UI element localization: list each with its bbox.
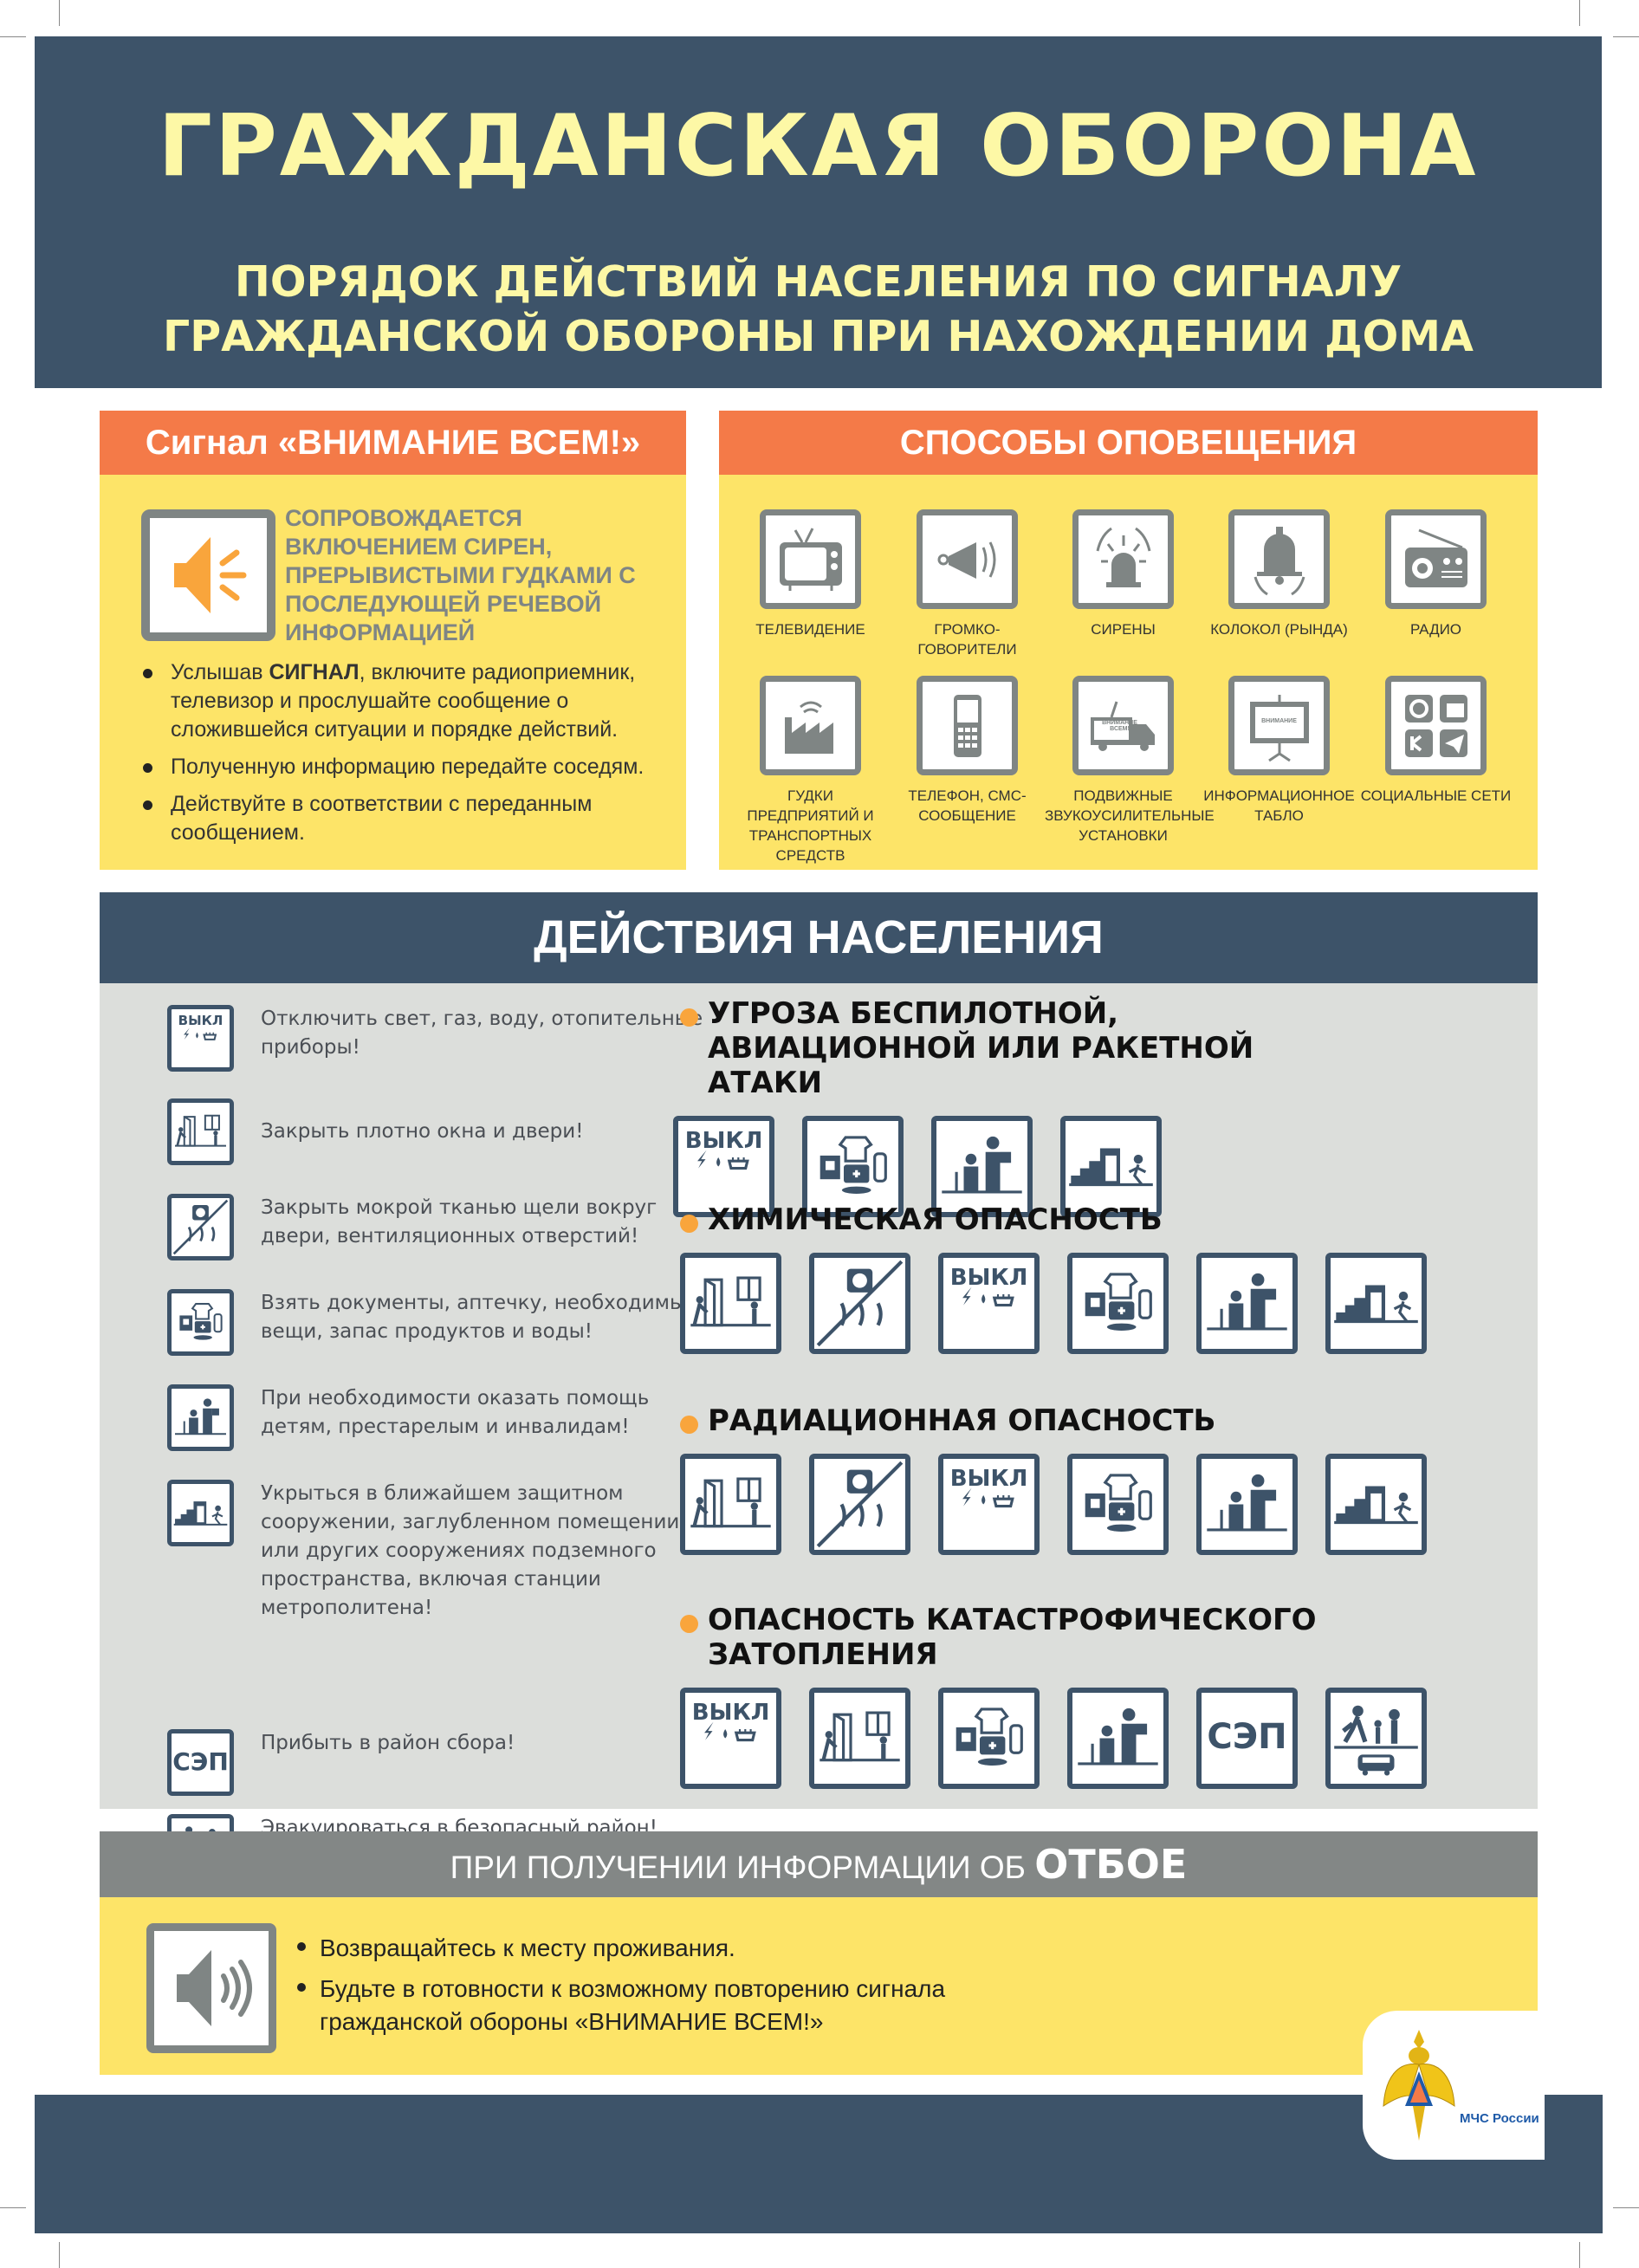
social-icon: [1385, 676, 1487, 775]
threat-section: ХИМИЧЕСКАЯ ОПАСНОСТЬ ВЫКЛ: [680, 1202, 1546, 1354]
off-icon: ВЫКЛ: [167, 1005, 234, 1072]
truck-icon: ВНИМАНИЕ ВСЕМ!: [1072, 676, 1174, 775]
list-item: Услышав СИГНАЛ, включите радиоприемник, …: [143, 658, 680, 744]
notification-method-label: Радио: [1409, 621, 1462, 638]
action-text: При необходимости оказать помощь детям, …: [261, 1387, 650, 1438]
signal-description: СОПРОВОЖДАЕТСЯ ВКЛЮЧЕНИЕМ СИРЕН, ПРЕРЫВИ…: [285, 505, 636, 645]
board-icon: ВНИМАНИЕ: [1228, 676, 1330, 775]
factory-icon: [760, 676, 861, 775]
off-icon: ВЫКЛ: [938, 1253, 1040, 1354]
notification-method: Телевидение: [732, 509, 889, 639]
action-text: Взять документы, аптечку, необходимые ве…: [261, 1292, 698, 1343]
action-text: Закрыть мокрой тканью щели вокруг двери,…: [261, 1196, 658, 1247]
action-text: Укрыться в ближайшем защитном сооружении…: [261, 1482, 680, 1619]
mchs-emblem-icon: [1383, 2030, 1455, 2141]
notification-method: Громко-говорители: [889, 509, 1046, 659]
help-icon: [1067, 1688, 1169, 1789]
list-item: Действуйте в соответствии с переданным с…: [143, 790, 680, 847]
notification-method-label: Социальные сети: [1360, 787, 1512, 804]
threat-section: ОПАСНОСТЬ КАТАСТРОФИЧЕСКОГО ЗАТОПЛЕНИЯ ВЫ…: [680, 1603, 1546, 1789]
seal-icon: [809, 1253, 910, 1354]
sep-icon: СЭП: [1196, 1688, 1298, 1789]
help-icon: [1196, 1454, 1298, 1555]
notification-method-label: Подвижные звукоусилительные установки: [1045, 787, 1215, 844]
notification-method: Радио: [1357, 509, 1514, 639]
action-text: Закрыть плотно окна и двери!: [261, 1120, 584, 1143]
threat-section: РАДИАЦИОННАЯ ОПАСНОСТЬ ВЫКЛ: [680, 1403, 1546, 1555]
notification-method: ВНИМАНИЕ ВСЕМ! Подвижные звукоусилительны…: [1045, 676, 1215, 846]
notification-method-label: Колокол (рында): [1210, 621, 1348, 638]
help-icon: [931, 1116, 1033, 1217]
shelter-icon: [1325, 1454, 1427, 1555]
notification-method-label: Информационное табло: [1203, 787, 1355, 824]
kit-icon: [802, 1116, 904, 1217]
signal-panel: Сигнал «ВНИМАНИЕ ВСЕМ!» СОПРОВОЖДАЕТСЯ В…: [100, 411, 686, 870]
all-clear-instructions: Возвращайтесь к месту проживания. Будьте…: [297, 1932, 956, 2046]
shelter-icon: [167, 1480, 234, 1546]
evac-icon: [1325, 1688, 1427, 1789]
population-actions-panel: ДЕЙСТВИЯ НАСЕЛЕНИЯ ВЫКЛ Отключить свет, г…: [100, 892, 1538, 1881]
notification-method: Телефон, СМС-сообщение: [889, 676, 1046, 826]
kit-icon: [1067, 1454, 1169, 1555]
notification-method: Сирены: [1045, 509, 1202, 639]
speaker-loud-icon: [141, 509, 275, 641]
sep-icon: СЭП: [167, 1729, 234, 1796]
action-text: Отключить свет, газ, воду, отопительные …: [261, 1008, 703, 1059]
action-text: Прибыть в район сбора!: [261, 1732, 515, 1754]
kit-icon: [1067, 1253, 1169, 1354]
threat-title: ХИМИЧЕСКАЯ ОПАСНОСТЬ: [680, 1202, 1546, 1237]
shelter-icon: [1060, 1116, 1162, 1217]
mchs-logo: МЧС России: [1363, 2011, 1545, 2160]
actions-title: ДЕЙСТВИЯ НАСЕЛЕНИЯ: [100, 892, 1538, 983]
loudspeaker-icon: [917, 509, 1018, 609]
notification-method: Гудки предприятий и транспортных средств: [732, 676, 889, 865]
off-icon: ВЫКЛ: [680, 1688, 781, 1789]
doors-icon: [680, 1253, 781, 1354]
shelter-icon: [1325, 1253, 1427, 1354]
kit-icon: [167, 1289, 234, 1356]
signal-instructions: Услышав СИГНАЛ, включите радиоприемник, …: [143, 658, 680, 856]
off-icon: ВЫКЛ: [938, 1454, 1040, 1555]
notification-method: Колокол (рында): [1201, 509, 1357, 639]
list-item: Возвращайтесь к месту проживания.: [297, 1932, 956, 1965]
footer-bar: [35, 2095, 1603, 2233]
notification-methods-title: СПОСОБЫ ОПОВЕЩЕНИЯ: [719, 411, 1538, 475]
siren-icon: [1072, 509, 1174, 609]
all-clear-title: ПРИ ПОЛУЧЕНИИ ИНФОРМАЦИИ ОБ ОТБОЕ: [100, 1831, 1538, 1897]
poster-header: ГРАЖДАНСКАЯ ОБОРОНА ПОРЯДОК ДЕЙСТВИЙ НАС…: [35, 36, 1602, 388]
kit-icon: [938, 1688, 1040, 1789]
page-title: ГРАЖДАНСКАЯ ОБОРОНА: [158, 97, 1479, 196]
threat-section: УГРОЗА БЕСПИЛОТНОЙ, АВИАЦИОННОЙ ИЛИ РАКЕ…: [673, 996, 1356, 1217]
seal-icon: [809, 1454, 910, 1555]
notification-method: ВНИМАНИЕ Информационное табло: [1201, 676, 1357, 826]
threat-title: УГРОЗА БЕСПИЛОТНОЙ, АВИАЦИОННОЙ ИЛИ РАКЕ…: [680, 996, 1356, 1100]
all-clear-panel: ПРИ ПОЛУЧЕНИИ ИНФОРМАЦИИ ОБ ОТБОЕ Возвра…: [100, 1831, 1538, 2075]
threat-title: РАДИАЦИОННАЯ ОПАСНОСТЬ: [680, 1403, 1546, 1438]
notification-methods-panel: СПОСОБЫ ОПОВЕЩЕНИЯ Телевидение Громко-гов…: [719, 411, 1538, 870]
radio-icon: [1385, 509, 1487, 609]
bell-icon: [1228, 509, 1330, 609]
phone-icon: [917, 676, 1018, 775]
signal-title: Сигнал «ВНИМАНИЕ ВСЕМ!»: [100, 411, 686, 475]
notification-method: Социальные сети: [1357, 676, 1514, 806]
doors-icon: [680, 1454, 781, 1555]
seal-icon: [167, 1194, 234, 1260]
off-icon: ВЫКЛ: [673, 1116, 774, 1217]
notification-method-label: Громко-говорители: [917, 621, 1017, 658]
notification-method-label: Гудки предприятий и транспортных средств: [747, 787, 874, 864]
list-item: Будьте в готовности к возможному повторе…: [297, 1973, 956, 2038]
doors-icon: [809, 1688, 910, 1789]
tv-icon: [760, 509, 861, 609]
notification-method-label: Телефон, СМС-сообщение: [908, 787, 1027, 824]
speaker-quiet-icon: [146, 1923, 276, 2053]
help-icon: [167, 1384, 234, 1451]
threat-title: ОПАСНОСТЬ КАТАСТРОФИЧЕСКОГО ЗАТОПЛЕНИЯ: [680, 1603, 1546, 1672]
notification-method-label: Телевидение: [755, 621, 865, 638]
doors-icon: [167, 1098, 234, 1165]
page-subtitle: ПОРЯДОК ДЕЙСТВИЙ НАСЕЛЕНИЯ ПО СИГНАЛУ ГР…: [163, 257, 1474, 361]
notification-method-label: Сирены: [1091, 621, 1156, 638]
list-item: Полученную информацию передайте соседям.: [143, 753, 680, 781]
help-icon: [1196, 1253, 1298, 1354]
